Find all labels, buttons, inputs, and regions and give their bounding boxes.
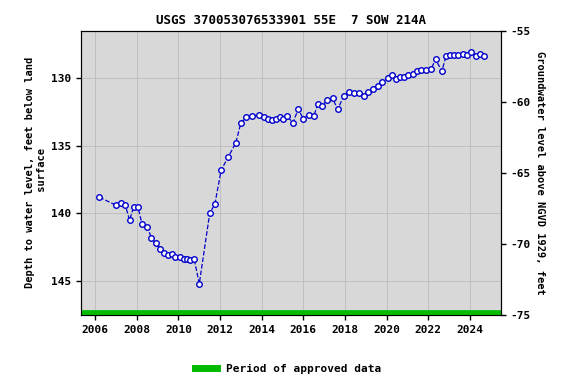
Legend: Period of approved data: Period of approved data: [191, 359, 385, 379]
Y-axis label: Depth to water level, feet below land
 surface: Depth to water level, feet below land su…: [25, 57, 47, 288]
Title: USGS 370053076533901 55E  7 SOW 214A: USGS 370053076533901 55E 7 SOW 214A: [156, 14, 426, 27]
Y-axis label: Groundwater level above NGVD 1929, feet: Groundwater level above NGVD 1929, feet: [535, 51, 545, 295]
